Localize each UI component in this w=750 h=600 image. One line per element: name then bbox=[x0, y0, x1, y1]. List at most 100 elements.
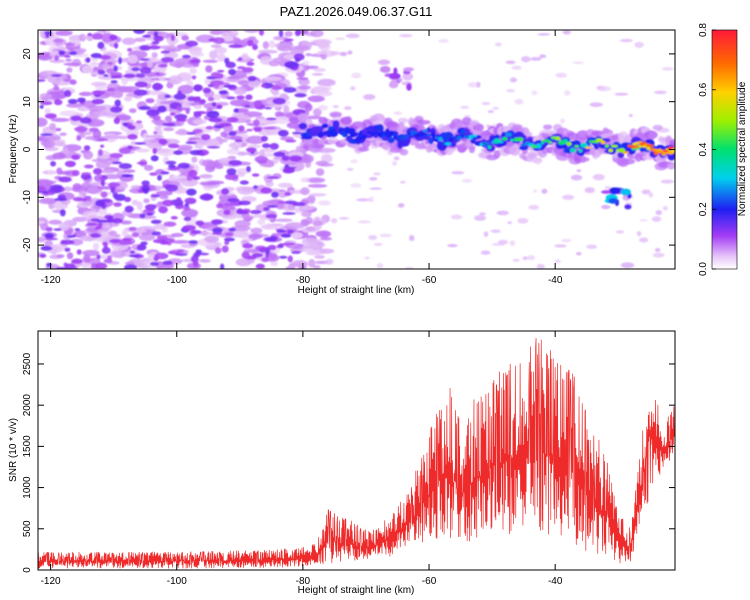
noise-blob bbox=[109, 34, 118, 41]
noise-blob bbox=[170, 216, 178, 220]
noise-blob bbox=[129, 250, 136, 254]
noise-blob bbox=[98, 55, 112, 60]
noise-blob bbox=[191, 52, 205, 57]
snr-series-line bbox=[38, 338, 675, 569]
noise-blob bbox=[268, 60, 280, 67]
noise-blob bbox=[90, 53, 102, 59]
noise-blob bbox=[277, 200, 287, 204]
noise-blob bbox=[481, 101, 491, 106]
noise-blob bbox=[95, 160, 111, 169]
noise-blob bbox=[44, 147, 59, 152]
noise-blob bbox=[91, 158, 110, 163]
noise-blob bbox=[260, 135, 268, 142]
noise-blob bbox=[313, 68, 326, 72]
noise-blob bbox=[258, 49, 278, 54]
noise-blob bbox=[165, 160, 177, 165]
noise-blob bbox=[460, 105, 470, 109]
noise-blob bbox=[107, 255, 112, 261]
noise-blob bbox=[307, 194, 316, 204]
ridge-peak bbox=[437, 136, 443, 142]
noise-blob bbox=[267, 244, 277, 251]
noise-blob bbox=[121, 237, 133, 242]
noise-blob bbox=[192, 118, 207, 125]
noise-blob bbox=[224, 173, 239, 181]
noise-blob bbox=[530, 57, 542, 61]
noise-blob bbox=[652, 124, 663, 131]
x-tick-label: -100 bbox=[167, 275, 187, 286]
noise-blob bbox=[229, 99, 250, 107]
noise-blob bbox=[228, 159, 242, 166]
noise-blob bbox=[346, 168, 354, 171]
noise-blob bbox=[290, 232, 304, 239]
noise-blob bbox=[69, 238, 84, 246]
noise-blob bbox=[260, 224, 278, 230]
noise-blob bbox=[77, 97, 86, 103]
noise-blob bbox=[490, 229, 501, 233]
ridge-peak bbox=[566, 141, 572, 147]
ridge-peak bbox=[482, 141, 490, 147]
noise-blob bbox=[58, 50, 66, 56]
noise-blob bbox=[103, 74, 109, 78]
noise-blob bbox=[124, 205, 134, 213]
noise-blob bbox=[282, 212, 296, 215]
noise-blob bbox=[182, 54, 191, 59]
y-tick-label: 0 bbox=[22, 567, 33, 573]
noise-blob bbox=[249, 209, 262, 215]
noise-blob bbox=[106, 68, 115, 74]
noise-blob bbox=[592, 173, 605, 181]
noise-blob bbox=[128, 108, 137, 114]
noise-blob bbox=[100, 191, 108, 198]
noise-blob bbox=[142, 34, 152, 38]
noise-blob bbox=[121, 174, 134, 178]
noise-blob bbox=[38, 220, 46, 224]
noise-blob bbox=[248, 80, 261, 88]
noise-blob bbox=[180, 103, 192, 109]
noise-blob bbox=[479, 212, 486, 216]
noise-blob bbox=[50, 160, 57, 167]
ridge-core bbox=[387, 137, 395, 144]
noise-blob bbox=[265, 214, 278, 219]
noise-blob bbox=[72, 234, 77, 237]
noise-blob bbox=[561, 238, 572, 243]
noise-blob bbox=[158, 206, 168, 214]
noise-blob bbox=[175, 253, 188, 256]
noise-blob bbox=[266, 176, 280, 179]
noise-blob bbox=[305, 250, 322, 256]
noise-blob bbox=[53, 85, 60, 91]
noise-blob bbox=[48, 219, 62, 225]
noise-blob bbox=[258, 127, 275, 136]
ridge-peak bbox=[668, 150, 675, 153]
noise-blob bbox=[69, 79, 77, 85]
noise-blob bbox=[474, 215, 486, 221]
noise-blob bbox=[223, 202, 236, 207]
noise-blob bbox=[92, 242, 100, 251]
noise-blob bbox=[325, 258, 334, 265]
noise-blob bbox=[356, 198, 370, 202]
noise-blob bbox=[210, 71, 221, 78]
ridge-peak bbox=[646, 146, 651, 151]
noise-blob bbox=[97, 69, 106, 75]
snr-xlabel: Height of straight line (km) bbox=[298, 585, 415, 596]
noise-blob bbox=[160, 50, 171, 54]
noise-blob bbox=[136, 201, 143, 211]
noise-blob bbox=[72, 196, 84, 202]
noise-blob bbox=[162, 260, 173, 266]
ridge-core bbox=[298, 122, 308, 130]
noise-blob bbox=[562, 30, 571, 35]
noise-blob bbox=[246, 39, 254, 47]
noise-blob bbox=[287, 255, 293, 263]
noise-blob bbox=[174, 113, 188, 120]
noise-blob bbox=[309, 193, 327, 197]
noise-blob bbox=[144, 204, 157, 211]
noise-blob bbox=[160, 171, 170, 175]
noise-blob bbox=[214, 241, 222, 247]
noise-blob bbox=[59, 132, 67, 137]
noise-blob bbox=[205, 125, 214, 130]
noise-blob bbox=[330, 51, 341, 56]
noise-blob bbox=[589, 102, 603, 108]
x-tick-label: -80 bbox=[296, 275, 311, 286]
noise-blob bbox=[255, 263, 265, 269]
noise-blob bbox=[237, 200, 251, 206]
y-tick-label: 2000 bbox=[22, 394, 33, 417]
ridge-halo bbox=[344, 116, 353, 126]
